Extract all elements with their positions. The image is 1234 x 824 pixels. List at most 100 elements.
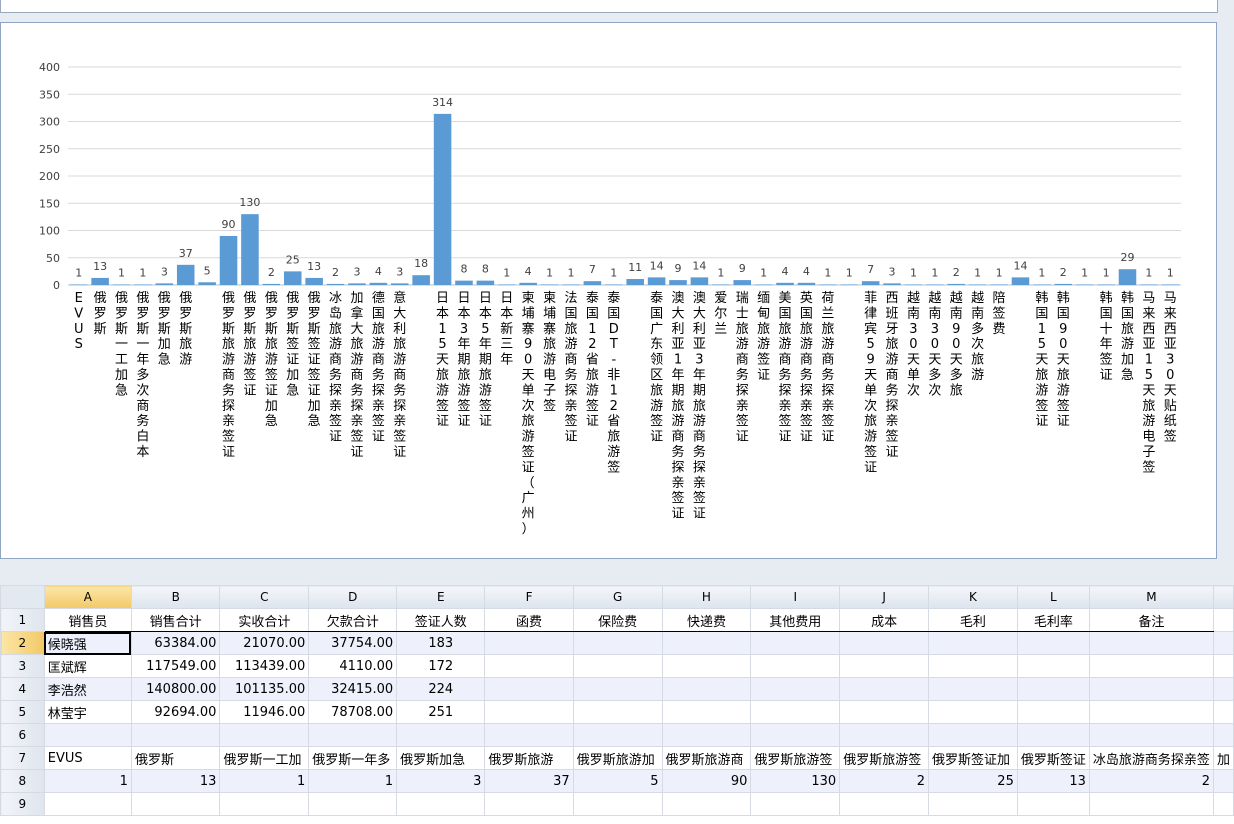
cell-b2[interactable]: 63384.00: [130, 631, 221, 655]
cell-b7[interactable]: 俄罗斯: [130, 746, 221, 770]
cell-m9[interactable]: [1088, 792, 1214, 816]
cell-g4[interactable]: [572, 677, 663, 701]
cell-f1[interactable]: 函费: [484, 608, 574, 632]
cell-h7[interactable]: 俄罗斯旅游商: [661, 746, 752, 770]
cell-overflow-2[interactable]: [1212, 631, 1234, 655]
cell-l2[interactable]: [1016, 631, 1090, 655]
cell-a8[interactable]: 1: [43, 769, 132, 793]
row-header-1[interactable]: 1: [0, 608, 45, 632]
cell-d1[interactable]: 欠款合计: [308, 608, 398, 632]
cell-i7[interactable]: 俄罗斯旅游签: [750, 746, 841, 770]
cell-h2[interactable]: [661, 631, 752, 655]
cell-c8[interactable]: 1: [219, 769, 310, 793]
cell-overflow-3[interactable]: [1212, 654, 1234, 678]
row-header-4[interactable]: 4: [0, 677, 45, 701]
cell-e7[interactable]: 俄罗斯加急: [396, 746, 486, 770]
cell-m4[interactable]: [1088, 677, 1214, 701]
cell-g9[interactable]: [572, 792, 663, 816]
cell-i6[interactable]: [750, 723, 841, 747]
cell-j8[interactable]: 2: [839, 769, 930, 793]
column-header-l[interactable]: L: [1016, 585, 1090, 609]
cell-d2[interactable]: 37754.00: [308, 631, 398, 655]
cell-j6[interactable]: [839, 723, 930, 747]
cell-c7[interactable]: 俄罗斯一工加: [219, 746, 310, 770]
cell-l7[interactable]: 俄罗斯签证: [1016, 746, 1090, 770]
cell-h6[interactable]: [661, 723, 752, 747]
cell-l3[interactable]: [1016, 654, 1090, 678]
cell-g7[interactable]: 俄罗斯旅游加: [572, 746, 663, 770]
cell-j5[interactable]: [839, 700, 930, 724]
cell-overflow-7[interactable]: 加: [1212, 746, 1234, 770]
column-header-i[interactable]: I: [750, 585, 841, 609]
cell-overflow-8[interactable]: [1212, 769, 1234, 793]
cell-k3[interactable]: [928, 654, 1018, 678]
cell-b1[interactable]: 销售合计: [130, 608, 221, 632]
cell-a9[interactable]: [43, 792, 132, 816]
cell-f6[interactable]: [484, 723, 574, 747]
cell-d9[interactable]: [308, 792, 398, 816]
cell-i9[interactable]: [750, 792, 841, 816]
spreadsheet-grid[interactable]: A B C D E F G H I J K L M 1 销售员 销售合计 实收合计 欠款合计 签证人数 函费 保险费 快递…: [0, 585, 1234, 824]
cell-l9[interactable]: [1016, 792, 1090, 816]
cell-k6[interactable]: [928, 723, 1018, 747]
cell-j4[interactable]: [839, 677, 930, 701]
cell-g2[interactable]: [572, 631, 663, 655]
column-header-g[interactable]: G: [572, 585, 663, 609]
cell-k1[interactable]: 毛利: [928, 608, 1018, 632]
column-header-c[interactable]: C: [219, 585, 310, 609]
cell-f4[interactable]: [484, 677, 574, 701]
cell-j7[interactable]: 俄罗斯旅游签: [839, 746, 930, 770]
column-header-h[interactable]: H: [661, 585, 752, 609]
cell-k9[interactable]: [928, 792, 1018, 816]
cell-i3[interactable]: [750, 654, 841, 678]
cell-f8[interactable]: 37: [484, 769, 574, 793]
cell-f9[interactable]: [484, 792, 574, 816]
cell-m3[interactable]: [1088, 654, 1214, 678]
cell-i2[interactable]: [750, 631, 841, 655]
cell-i5[interactable]: [750, 700, 841, 724]
cell-e5[interactable]: 251: [396, 700, 486, 724]
cell-overflow-5[interactable]: [1212, 700, 1234, 724]
chart-panel[interactable]: 0 50 100 150 200 250 300 350 400 1 E V U S 13 俄罗斯 1 俄罗斯一工…: [0, 22, 1217, 559]
row-header-5[interactable]: 5: [0, 700, 45, 724]
cell-m6[interactable]: [1088, 723, 1214, 747]
cell-b5[interactable]: 92694.00: [130, 700, 221, 724]
cell-f7[interactable]: 俄罗斯旅游: [484, 746, 574, 770]
cell-k8[interactable]: 25: [928, 769, 1018, 793]
cell-m1[interactable]: 备注: [1088, 608, 1214, 632]
cell-c3[interactable]: 113439.00: [219, 654, 310, 678]
cell-j3[interactable]: [839, 654, 930, 678]
cell-d8[interactable]: 1: [308, 769, 398, 793]
cell-overflow-9[interactable]: [1212, 792, 1234, 816]
column-header-k[interactable]: K: [928, 585, 1018, 609]
cell-e1[interactable]: 签证人数: [396, 608, 486, 632]
column-header-m[interactable]: M: [1088, 585, 1214, 609]
cell-g1[interactable]: 保险费: [572, 608, 663, 632]
cell-j2[interactable]: [839, 631, 930, 655]
cell-h8[interactable]: 90: [661, 769, 752, 793]
cell-h9[interactable]: [661, 792, 752, 816]
cell-h5[interactable]: [661, 700, 752, 724]
cell-k5[interactable]: [928, 700, 1018, 724]
cell-f3[interactable]: [484, 654, 574, 678]
cell-j9[interactable]: [839, 792, 930, 816]
cell-b8[interactable]: 13: [130, 769, 221, 793]
cell-c6[interactable]: [219, 723, 310, 747]
cell-h1[interactable]: 快递费: [661, 608, 752, 632]
cell-i4[interactable]: [750, 677, 841, 701]
cell-k7[interactable]: 俄罗斯签证加: [928, 746, 1018, 770]
cell-m7[interactable]: 冰岛旅游商务探亲签: [1088, 746, 1214, 770]
cell-l6[interactable]: [1016, 723, 1090, 747]
cell-b6[interactable]: [130, 723, 221, 747]
column-header-e[interactable]: E: [396, 585, 486, 609]
cell-b3[interactable]: 117549.00: [130, 654, 221, 678]
cell-d7[interactable]: 俄罗斯一年多: [308, 746, 398, 770]
cell-e4[interactable]: 224: [396, 677, 486, 701]
cell-m8[interactable]: 2: [1088, 769, 1214, 793]
cell-g6[interactable]: [572, 723, 663, 747]
cell-h4[interactable]: [661, 677, 752, 701]
cell-g3[interactable]: [572, 654, 663, 678]
cell-i1[interactable]: 其他费用: [750, 608, 841, 632]
cell-f2[interactable]: [484, 631, 574, 655]
row-header-3[interactable]: 3: [0, 654, 45, 678]
